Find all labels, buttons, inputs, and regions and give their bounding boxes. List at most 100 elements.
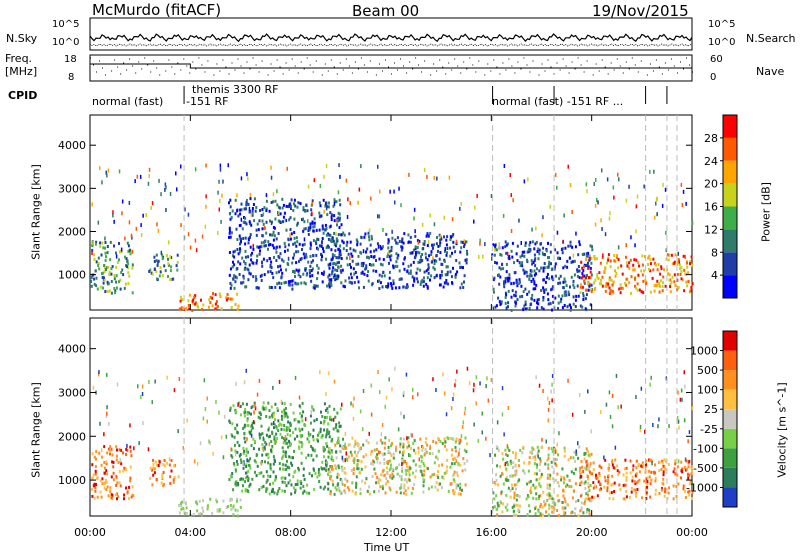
data-cell: [307, 233, 310, 236]
data-cell: [173, 388, 176, 393]
data-cell: [589, 254, 592, 258]
data-cell: [261, 261, 263, 265]
data-cell: [214, 293, 217, 297]
data-cell: [244, 488, 247, 492]
data-cell: [337, 265, 340, 269]
data-cell: [676, 260, 679, 264]
data-cell: [250, 406, 253, 410]
data-cell: [651, 461, 653, 466]
data-cell: [427, 263, 430, 267]
data-cell: [202, 509, 205, 513]
data-cell: [111, 265, 114, 269]
data-cell: [232, 488, 235, 492]
data-cell: [115, 475, 118, 479]
data-cell: [339, 477, 342, 481]
data-cell: [357, 467, 360, 471]
data-cell: [545, 439, 547, 444]
data-cell: [616, 464, 619, 468]
data-cell: [260, 413, 262, 417]
data-cell: [252, 437, 255, 441]
data-cell: [133, 446, 135, 451]
data-cell: [424, 447, 427, 451]
data-cell: [406, 285, 409, 289]
data-cell: [281, 271, 284, 275]
data-cell: [429, 444, 431, 449]
data-cell: [460, 438, 462, 443]
data-cell: [356, 467, 359, 471]
data-cell: [568, 484, 571, 488]
data-cell: [678, 425, 680, 430]
data-cell: [95, 483, 98, 486]
data-cell: [283, 211, 286, 215]
colorbar-swatch-1-6: [723, 370, 737, 390]
data-cell: [283, 241, 286, 245]
data-cell: [181, 500, 184, 504]
data-cell: [105, 268, 107, 272]
data-cell: [643, 269, 646, 273]
data-cell: [562, 488, 564, 492]
data-cell: [439, 439, 442, 443]
data-cell: [455, 437, 458, 441]
data-cell: [319, 204, 322, 208]
data-cell: [376, 242, 379, 246]
data-cell: [412, 248, 415, 252]
data-cell: [519, 255, 522, 259]
data-cell: [577, 514, 580, 518]
data-cell: [99, 479, 102, 483]
data-cell: [270, 175, 273, 180]
data-cell: [641, 461, 644, 465]
data-cell: [691, 469, 693, 473]
data-cell: [103, 270, 106, 274]
data-cell: [582, 294, 585, 298]
data-cell: [690, 286, 693, 289]
data-cell: [518, 478, 521, 482]
data-cell: [272, 192, 275, 197]
data-cell: [405, 465, 408, 468]
data-cell: [551, 497, 554, 501]
data-cell: [668, 273, 671, 277]
data-cell: [222, 511, 225, 515]
data-cell: [593, 257, 596, 261]
data-cell: [271, 271, 274, 275]
data-cell: [320, 410, 322, 414]
data-cell: [312, 458, 315, 462]
data-cell: [628, 266, 631, 270]
data-cell: [438, 283, 441, 287]
data-cell: [288, 439, 290, 443]
data-cell: [390, 454, 393, 457]
data-cell: [127, 497, 130, 501]
data-cell: [243, 267, 246, 271]
data-cell: [591, 495, 594, 499]
data-cell: [325, 206, 328, 211]
data-cell: [388, 459, 391, 463]
data-cell: [468, 381, 471, 386]
data-cell: [147, 181, 150, 186]
data-cell: [103, 432, 105, 437]
data-cell: [494, 261, 496, 264]
cpid-label: CPID: [8, 89, 38, 102]
data-cell: [548, 277, 551, 281]
data-cell: [392, 266, 395, 270]
data-cell: [105, 479, 107, 482]
data-cell: [214, 302, 217, 306]
data-cell: [563, 497, 566, 501]
data-cell: [255, 460, 258, 464]
data-cell: [688, 473, 691, 477]
data-cell: [562, 507, 565, 511]
data-cell: [668, 278, 671, 282]
data-cell: [608, 491, 611, 495]
data-cell: [607, 468, 610, 472]
data-cell: [662, 470, 665, 474]
data-cell: [585, 467, 588, 471]
data-cell: [109, 445, 112, 449]
date-title: 19/Nov/2015: [592, 2, 689, 20]
data-cell: [579, 494, 582, 498]
data-cell: [265, 489, 268, 493]
data-cell: [406, 468, 409, 472]
data-cell: [628, 261, 631, 265]
data-cell: [166, 375, 168, 380]
data-cell: [115, 483, 118, 487]
data-cell: [538, 468, 541, 472]
data-cell: [279, 264, 282, 268]
data-cell: [608, 463, 611, 467]
